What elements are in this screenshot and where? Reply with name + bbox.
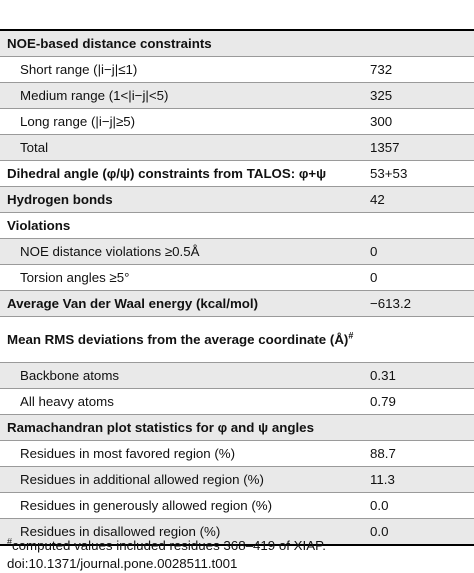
row-label: Dihedral angle (φ/ψ) constraints from TA… — [7, 165, 327, 181]
row-value: 0.79 — [368, 388, 474, 415]
table-row: NOE-based distance constraints — [0, 31, 474, 57]
table-row: Residues in generously allowed region (%… — [0, 492, 474, 519]
footnote-line: #computed values included residues 368–4… — [7, 537, 326, 555]
table-row: Residues in most favored region (%) 88.7 — [0, 440, 474, 467]
row-label: Long range (|i−j|≥5) — [20, 113, 136, 129]
row-label-cell: Mean RMS deviations from the average coo… — [0, 316, 368, 363]
table-row: Short range (|i−j|≤1) 732 — [0, 56, 474, 83]
table-row: NOE distance violations ≥0.5Å 0 — [0, 238, 474, 265]
row-value: 0.0 — [368, 518, 474, 546]
table-row: Residues in additional allowed region (%… — [0, 466, 474, 493]
row-value: 11.3 — [368, 466, 474, 493]
row-value — [368, 31, 474, 57]
row-value: 300 — [368, 108, 474, 135]
row-value: 53+53 — [368, 160, 474, 187]
row-value: 732 — [368, 56, 474, 83]
data-table-container: NOE-based distance constraints Short rang… — [0, 0, 474, 546]
row-label-cell: Total — [0, 134, 368, 161]
nmr-statistics-table: NOE-based distance constraints Short rang… — [0, 31, 474, 546]
table-row: Average Van der Waal energy (kcal/mol) −6… — [0, 290, 474, 317]
row-label-cell: Backbone atoms — [0, 362, 368, 389]
table-row: Violations — [0, 212, 474, 239]
table-row: Hydrogen bonds 42 — [0, 186, 474, 213]
row-value: 0.0 — [368, 492, 474, 519]
row-value: 0 — [368, 238, 474, 265]
table-row: Long range (|i−j|≥5) 300 — [0, 108, 474, 135]
row-label: Violations — [7, 217, 71, 233]
row-value — [368, 316, 474, 363]
table-row: Total 1357 — [0, 134, 474, 161]
row-value: 0.31 — [368, 362, 474, 389]
row-label-cell: Average Van der Waal energy (kcal/mol) — [0, 290, 368, 317]
row-label: Average Van der Waal energy (kcal/mol) — [7, 295, 259, 311]
row-label-cell: Short range (|i−j|≤1) — [0, 56, 368, 83]
row-label: All heavy atoms — [20, 393, 114, 409]
table-row: Residues in disallowed region (%) 0.0 — [0, 518, 474, 546]
table-row: Mean RMS deviations from the average coo… — [0, 316, 474, 363]
row-label-cell: Torsion angles ≥5° — [0, 264, 368, 291]
row-value: 88.7 — [368, 440, 474, 467]
row-label: Residues in generously allowed region (%… — [20, 497, 273, 513]
row-label-cell: Residues in disallowed region (%) — [0, 518, 368, 546]
table-row: Medium range (1<|i−j|<5) 325 — [0, 82, 474, 109]
footnote-marker: # — [7, 536, 13, 547]
doi-text: doi:10.1371/journal.pone.0028511.t001 — [7, 556, 238, 571]
row-value: 42 — [368, 186, 474, 213]
row-label-cell: Hydrogen bonds — [0, 186, 368, 213]
table-row: Dihedral angle (φ/ψ) constraints from TA… — [0, 160, 474, 187]
row-label-cell: NOE-based distance constraints — [0, 31, 368, 57]
row-value: −613.2 — [368, 290, 474, 317]
table-footer: #computed values included residues 368–4… — [7, 537, 326, 573]
row-label: Backbone atoms — [20, 367, 120, 383]
row-label-cell: Residues in most favored region (%) — [0, 440, 368, 467]
row-label: Residues in most favored region (%) — [20, 445, 236, 461]
row-label: Medium range (1<|i−j|<5) — [20, 87, 169, 103]
table-row: All heavy atoms 0.79 — [0, 388, 474, 415]
row-label: Total — [20, 139, 49, 155]
row-value — [368, 414, 474, 441]
row-label: Residues in disallowed region (%) — [20, 523, 221, 539]
table-header-row — [0, 0, 474, 31]
table-body: NOE-based distance constraints Short rang… — [0, 31, 474, 546]
table-row: Ramachandran plot statistics for φ and ψ… — [0, 414, 474, 441]
row-label-cell: Violations — [0, 212, 368, 239]
row-label: NOE distance violations ≥0.5Å — [20, 243, 200, 259]
table-row: Backbone atoms 0.31 — [0, 362, 474, 389]
row-value: 325 — [368, 82, 474, 109]
row-value: 0 — [368, 264, 474, 291]
row-label-cell: Residues in additional allowed region (%… — [0, 466, 368, 493]
row-label: NOE-based distance constraints — [7, 35, 212, 51]
footnote-text: computed values included residues 368–41… — [12, 538, 326, 553]
row-label: Short range (|i−j|≤1) — [20, 61, 138, 77]
row-value: 1357 — [368, 134, 474, 161]
row-label-cell: NOE distance violations ≥0.5Å — [0, 238, 368, 265]
row-label: Ramachandran plot statistics for φ and ψ… — [7, 419, 314, 435]
row-label-cell: All heavy atoms — [0, 388, 368, 415]
footnote-ref-marker: # — [348, 330, 354, 341]
row-label-cell: Ramachandran plot statistics for φ and ψ… — [0, 414, 368, 441]
row-label: Hydrogen bonds — [7, 191, 113, 207]
row-label-cell: Dihedral angle (φ/ψ) constraints from TA… — [0, 160, 368, 187]
row-label-cell: Medium range (1<|i−j|<5) — [0, 82, 368, 109]
row-label: Torsion angles ≥5° — [20, 269, 130, 285]
row-label: Residues in additional allowed region (%… — [20, 471, 264, 487]
row-label-cell: Residues in generously allowed region (%… — [0, 492, 368, 519]
row-label-cell: Long range (|i−j|≥5) — [0, 108, 368, 135]
row-label: Mean RMS deviations from the average coo… — [7, 331, 349, 347]
table-row: Torsion angles ≥5° 0 — [0, 264, 474, 291]
row-value — [368, 212, 474, 239]
